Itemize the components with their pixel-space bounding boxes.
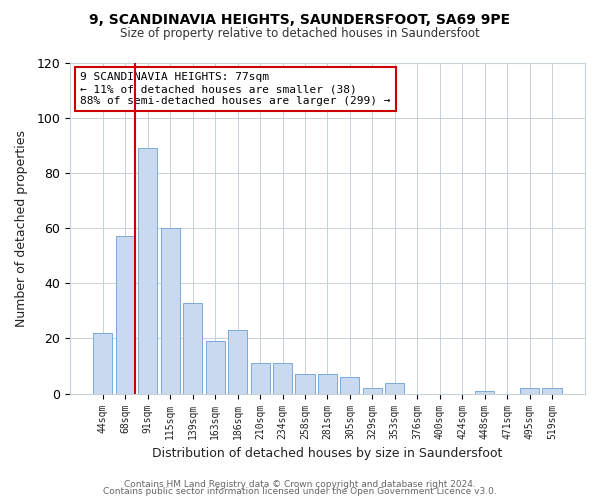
Text: Size of property relative to detached houses in Saundersfoot: Size of property relative to detached ho… [120,28,480,40]
Bar [318,374,337,394]
Text: 9 SCANDINAVIA HEIGHTS: 77sqm
← 11% of detached houses are smaller (38)
88% of se: 9 SCANDINAVIA HEIGHTS: 77sqm ← 11% of de… [80,72,391,106]
Bar [94,333,112,394]
Bar [206,342,225,394]
Y-axis label: Number of detached properties: Number of detached properties [15,130,28,326]
Bar [138,148,157,394]
Text: 9, SCANDINAVIA HEIGHTS, SAUNDERSFOOT, SA69 9PE: 9, SCANDINAVIA HEIGHTS, SAUNDERSFOOT, SA… [89,12,511,26]
Bar [542,388,562,394]
Bar [116,236,135,394]
Bar [161,228,180,394]
Bar [251,364,269,394]
Bar [363,388,382,394]
Bar [295,374,314,394]
Text: Contains HM Land Registry data © Crown copyright and database right 2024.: Contains HM Land Registry data © Crown c… [124,480,476,489]
Text: Contains public sector information licensed under the Open Government Licence v3: Contains public sector information licen… [103,488,497,496]
Bar [228,330,247,394]
X-axis label: Distribution of detached houses by size in Saundersfoot: Distribution of detached houses by size … [152,447,503,460]
Bar [183,302,202,394]
Bar [385,382,404,394]
Bar [475,391,494,394]
Bar [273,364,292,394]
Bar [520,388,539,394]
Bar [340,377,359,394]
